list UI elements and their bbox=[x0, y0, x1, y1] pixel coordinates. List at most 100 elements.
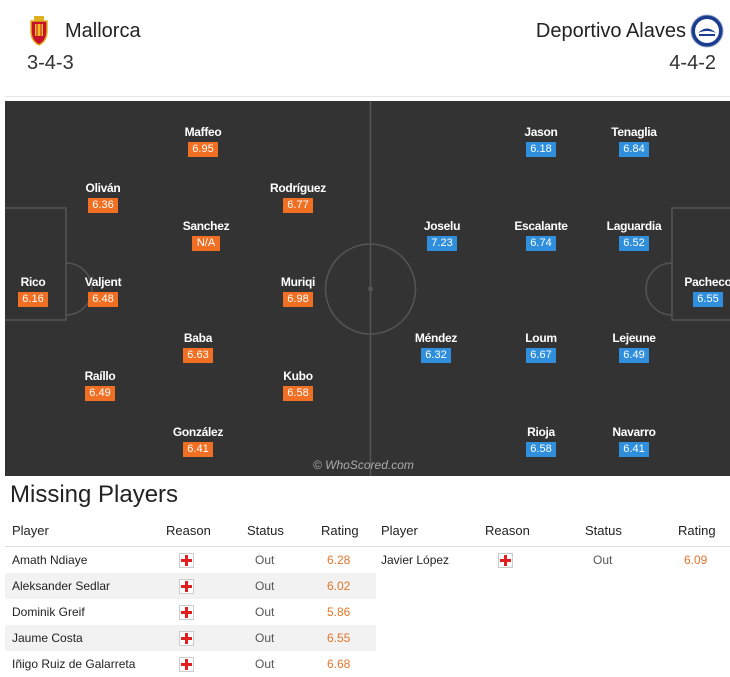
away-formation: 4-4-2 bbox=[669, 52, 716, 74]
player-name[interactable]: Amath Ndiaye bbox=[12, 553, 88, 567]
home-player[interactable]: Sanchez N/A bbox=[171, 219, 241, 251]
away-player[interactable]: Tenaglia 6.84 bbox=[599, 125, 669, 157]
player-rating: 6.41 bbox=[619, 442, 649, 457]
table-row[interactable]: Javier López Out 6.09 bbox=[376, 547, 730, 573]
away-player[interactable]: Lejeune 6.49 bbox=[599, 331, 669, 363]
player-rating: 6.95 bbox=[188, 142, 218, 157]
rating: 6.28 bbox=[327, 553, 351, 567]
player-name: Loum bbox=[525, 331, 557, 345]
home-player[interactable]: Oliván 6.36 bbox=[68, 181, 138, 213]
col-rating[interactable]: Rating bbox=[678, 523, 716, 538]
player-name: Oliván bbox=[85, 181, 121, 195]
away-player[interactable]: Méndez 6.32 bbox=[401, 331, 471, 363]
status: Out bbox=[255, 631, 275, 645]
injury-red-cross-icon bbox=[498, 553, 513, 568]
home-player[interactable]: Rodríguez 6.77 bbox=[263, 181, 333, 213]
away-player[interactable]: Escalante 6.74 bbox=[506, 219, 576, 251]
player-rating: 6.49 bbox=[619, 348, 649, 363]
col-rating[interactable]: Rating bbox=[321, 523, 359, 538]
away-player[interactable]: Navarro 6.41 bbox=[599, 425, 669, 457]
player-rating: 6.58 bbox=[283, 386, 313, 401]
home-player[interactable]: Kubo 6.58 bbox=[263, 369, 333, 401]
player-name[interactable]: Jaume Costa bbox=[12, 631, 83, 645]
player-name: Kubo bbox=[283, 369, 313, 383]
injury-red-cross-icon bbox=[179, 579, 194, 594]
rating: 6.02 bbox=[327, 579, 351, 593]
player-name: Méndez bbox=[414, 331, 458, 345]
home-formation: 3-4-3 bbox=[27, 52, 74, 74]
table-row[interactable]: Amath Ndiaye Out 6.28 bbox=[5, 547, 376, 573]
player-name[interactable]: Javier López bbox=[381, 553, 450, 567]
player-rating: 6.32 bbox=[421, 348, 451, 363]
player-rating: 6.52 bbox=[619, 236, 649, 251]
player-rating: 6.98 bbox=[283, 292, 313, 307]
player-name: Baba bbox=[183, 331, 213, 345]
injury-red-cross-icon bbox=[179, 605, 194, 620]
rating: 6.55 bbox=[327, 631, 351, 645]
col-reason[interactable]: Reason bbox=[485, 523, 530, 538]
away-player[interactable]: Jason 6.18 bbox=[506, 125, 576, 157]
player-name[interactable]: Dominik Greif bbox=[12, 605, 85, 619]
pitch: Maffeo 6.95 Oliván 6.36 Rodríguez 6.77 S… bbox=[5, 101, 730, 476]
player-name: Raíllo bbox=[84, 369, 116, 383]
status: Out bbox=[255, 553, 275, 567]
player-rating: 6.48 bbox=[88, 292, 118, 307]
player-rating: 6.63 bbox=[183, 348, 213, 363]
col-player[interactable]: Player bbox=[381, 523, 418, 538]
rating: 5.86 bbox=[327, 605, 351, 619]
col-reason[interactable]: Reason bbox=[166, 523, 211, 538]
away-player[interactable]: Pacheco 6.55 bbox=[673, 275, 730, 307]
watermark: © WhoScored.com bbox=[313, 458, 414, 472]
player-name: Maffeo bbox=[184, 125, 222, 139]
player-name: Navarro bbox=[612, 425, 656, 439]
player-name: Escalante bbox=[514, 219, 568, 233]
pitch-lines bbox=[5, 101, 730, 476]
away-team-name[interactable]: Deportivo Alaves bbox=[535, 20, 686, 42]
home-team-name[interactable]: Mallorca bbox=[65, 20, 141, 42]
col-status[interactable]: Status bbox=[585, 523, 622, 538]
alaves-crest-icon bbox=[690, 14, 724, 48]
home-player[interactable]: Valjent 6.48 bbox=[68, 275, 138, 307]
table-header: Player Reason Status Rating bbox=[376, 514, 730, 547]
player-name[interactable]: Aleksander Sedlar bbox=[12, 579, 111, 593]
injury-red-cross-icon bbox=[179, 657, 194, 672]
missing-players-title: Missing Players bbox=[10, 481, 179, 508]
player-rating: 6.55 bbox=[693, 292, 723, 307]
away-player[interactable]: Rioja 6.58 bbox=[506, 425, 576, 457]
player-name: Sanchez bbox=[182, 219, 230, 233]
col-status[interactable]: Status bbox=[247, 523, 284, 538]
rating: 6.09 bbox=[684, 553, 708, 567]
player-name: Jason bbox=[524, 125, 558, 139]
home-player[interactable]: Rico 6.16 bbox=[0, 275, 68, 307]
player-name: Pacheco bbox=[684, 275, 730, 289]
col-player[interactable]: Player bbox=[12, 523, 49, 538]
home-player[interactable]: Baba 6.63 bbox=[163, 331, 233, 363]
player-rating: 6.16 bbox=[18, 292, 48, 307]
injury-red-cross-icon bbox=[179, 553, 194, 568]
status: Out bbox=[593, 553, 613, 567]
player-rating: 6.36 bbox=[88, 198, 118, 213]
player-rating: 6.58 bbox=[526, 442, 556, 457]
player-name[interactable]: Iñigo Ruiz de Galarreta bbox=[12, 657, 136, 671]
status: Out bbox=[255, 605, 275, 619]
match-header: Mallorca 3-4-3 Deportivo Alaves 4-4-2 bbox=[5, 0, 730, 97]
away-player[interactable]: Loum 6.67 bbox=[506, 331, 576, 363]
away-player[interactable]: Joselu 7.23 bbox=[407, 219, 477, 251]
home-player[interactable]: Maffeo 6.95 bbox=[168, 125, 238, 157]
player-name: Laguardia bbox=[606, 219, 662, 233]
table-row[interactable]: Jaume Costa Out 6.55 bbox=[5, 625, 376, 651]
rating: 6.68 bbox=[327, 657, 351, 671]
player-rating: 7.23 bbox=[427, 236, 457, 251]
mallorca-crest-icon bbox=[30, 16, 48, 46]
home-player[interactable]: Raíllo 6.49 bbox=[65, 369, 135, 401]
table-row[interactable]: Aleksander Sedlar Out 6.02 bbox=[5, 573, 376, 599]
home-player[interactable]: Muriqi 6.98 bbox=[263, 275, 333, 307]
home-missing-table: Player Reason Status Rating Amath Ndiaye… bbox=[5, 514, 376, 677]
home-player[interactable]: González 6.41 bbox=[163, 425, 233, 457]
table-header: Player Reason Status Rating bbox=[5, 514, 376, 547]
player-name: Rico bbox=[20, 275, 46, 289]
player-name: Valjent bbox=[84, 275, 122, 289]
table-row[interactable]: Dominik Greif Out 5.86 bbox=[5, 599, 376, 625]
away-player[interactable]: Laguardia 6.52 bbox=[599, 219, 669, 251]
table-row[interactable]: Iñigo Ruiz de Galarreta Out 6.68 bbox=[5, 651, 376, 677]
